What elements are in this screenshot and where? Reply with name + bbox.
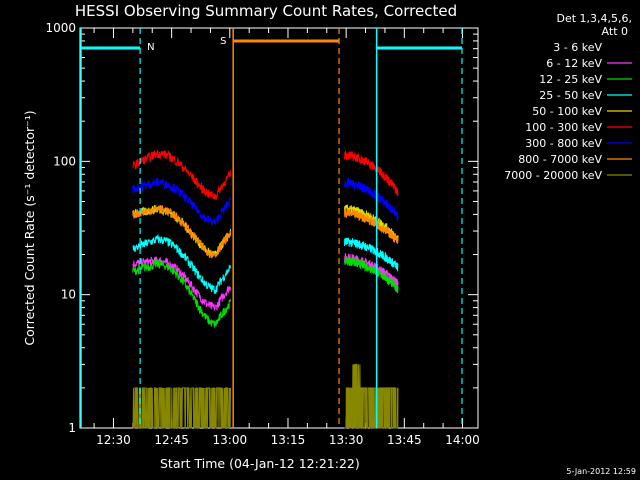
saa-label: S [220,36,226,47]
series-line [132,259,231,328]
legend-label: 50 - 100 keV [532,105,602,118]
legend-header-line2: Att 0 [602,25,628,38]
night-label: N [147,42,154,53]
series-line [344,227,399,259]
plot-axes: 1 10 100 1000 12:30 12:45 13:00 13:15 13:30 13:45… [45,21,479,447]
y-axis-label: Corrected Count Rate (s⁻¹ detector⁻¹) [22,110,37,345]
series-line [344,363,399,429]
series-line [132,387,231,429]
series-line [132,256,231,311]
x-tick-label: 13:30 [329,433,364,447]
series-line [132,149,231,201]
series-line [344,237,399,272]
x-tick-label: 13:00 [213,433,248,447]
annotation-layer: NS [80,28,463,428]
y-tick-label: 10 [61,288,76,302]
chart-title: HESSI Observing Summary Count Rates, Cor… [75,2,457,20]
legend-label: 7000 - 20000 keV [504,169,602,182]
y-tick-label: 1000 [45,21,76,35]
legend-label: 12 - 25 keV [539,73,602,86]
series-line [344,150,399,196]
x-tick-label: 13:15 [271,433,306,447]
data-layer [132,149,399,429]
x-tick-label: 12:45 [154,433,189,447]
legend-header-line1: Det 1,3,4,5,6, [556,12,632,25]
legend-label: 6 - 12 keV [546,57,602,70]
x-axis-label: Start Time (04-Jan-12 12:21:22) [160,456,360,471]
footer-date: 5-Jan-2012 12:59 [566,467,636,476]
plot-frame [79,27,479,429]
legend-label: 800 - 7000 keV [518,153,602,166]
legend-label: 3 - 6 keV [553,41,602,54]
legend: Det 1,3,4,5,6, Att 0 3 - 6 keV 6 - 12 keV… [504,12,632,182]
series-line [132,233,231,295]
series-line [344,208,399,244]
legend-label: 300 - 800 keV [525,137,602,150]
x-tick-label: 13:45 [387,433,422,447]
y-tick-label: 100 [53,154,76,168]
series-line [132,177,231,226]
legend-label: 25 - 50 keV [539,89,602,102]
x-tick-label: 14:00 [445,433,480,447]
series-line [132,204,231,259]
series-line [344,253,399,289]
y-tick-label: 1 [68,421,76,435]
legend-label: 100 - 300 keV [525,121,602,134]
series-line [344,255,399,294]
x-tick-label: 12:30 [96,433,131,447]
series-line [344,177,399,222]
